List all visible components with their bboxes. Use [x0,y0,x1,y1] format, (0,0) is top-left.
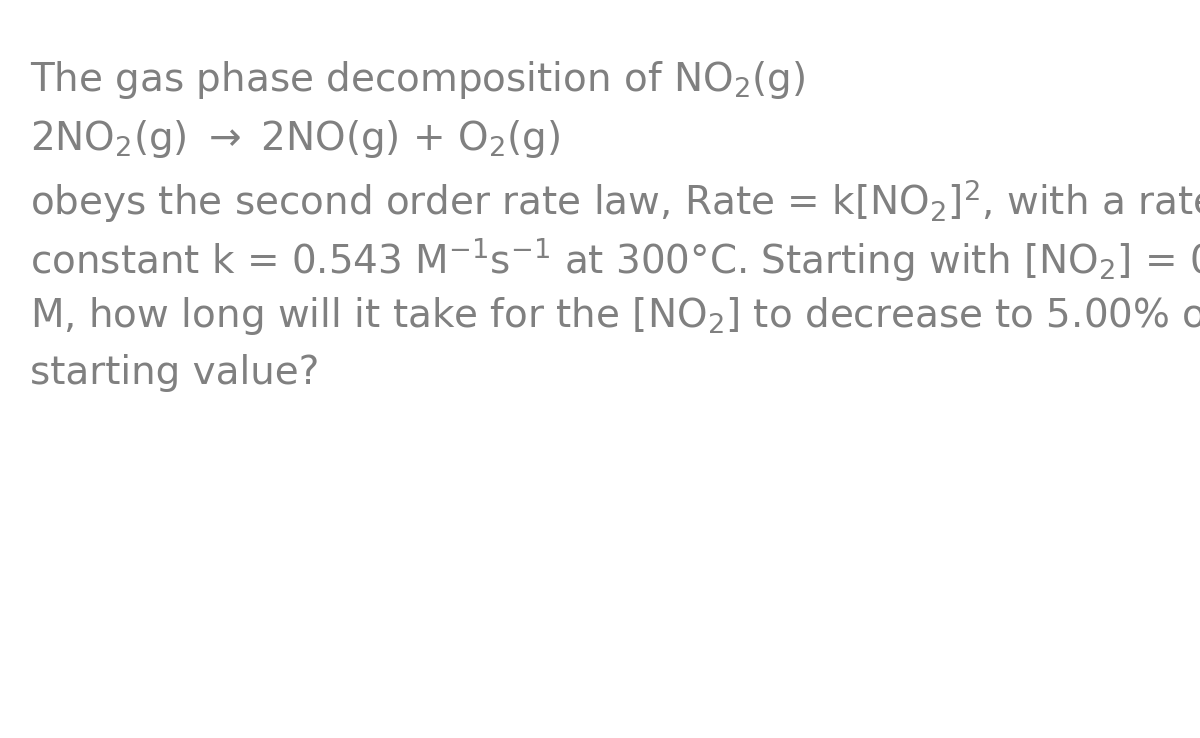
Text: starting value?: starting value? [30,354,319,392]
Text: constant k = 0.543 M$^{-1}$s$^{-1}$ at 300°C. Starting with [NO$_2$] = 0.210: constant k = 0.543 M$^{-1}$s$^{-1}$ at 3… [30,236,1200,283]
Text: The gas phase decomposition of NO$_2$(g): The gas phase decomposition of NO$_2$(g) [30,59,805,101]
Text: M, how long will it take for the [NO$_2$] to decrease to 5.00% of its: M, how long will it take for the [NO$_2$… [30,295,1200,337]
Text: 2NO$_2$(g) $\rightarrow$ 2NO(g) + O$_2$(g): 2NO$_2$(g) $\rightarrow$ 2NO(g) + O$_2$(… [30,118,560,160]
Text: obeys the second order rate law, Rate = k[NO$_2$]$^2$, with a rate: obeys the second order rate law, Rate = … [30,177,1200,225]
